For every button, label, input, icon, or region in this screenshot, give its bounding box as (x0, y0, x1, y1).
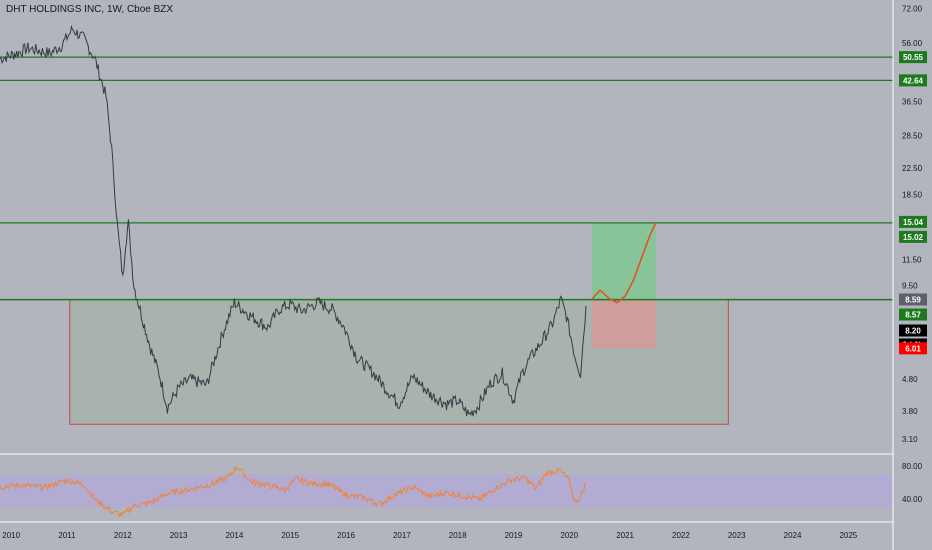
time-tick-label: 2018 (449, 531, 467, 540)
level-tag-42-64-box (899, 74, 927, 87)
price-tick-label: 18.50 (902, 191, 923, 200)
current-price-tag-label: 8.20 (905, 326, 921, 335)
target-zone (591, 222, 656, 300)
rsi-axis[interactable]: 80.00 40.00 (902, 462, 923, 504)
stop-price-tag-label: 6.01 (905, 344, 921, 353)
time-tick-label: 2017 (393, 531, 411, 540)
time-tick-label: 2011 (58, 531, 76, 540)
time-tick-label: 2021 (616, 531, 634, 540)
level-tag-15-04-box (899, 215, 927, 228)
time-tick-label: 2020 (560, 531, 578, 540)
level-tag-42-64-label: 42.64 (903, 76, 924, 85)
time-tick-label: 2025 (839, 531, 857, 540)
zones-layer (69, 222, 729, 425)
rsi-tick-label: 40.00 (902, 495, 923, 504)
time-tick-label: 2022 (672, 531, 690, 540)
price-tick-label: 36.50 (902, 98, 923, 107)
price-layer (0, 24, 657, 417)
level-tag-8-57-label: 8.57 (905, 310, 921, 319)
time-tick-label: 2012 (114, 531, 132, 540)
level-tag-8-59-label: 8.59 (905, 295, 921, 304)
stop-price-tag-box (899, 342, 927, 355)
time-tick-label: 2019 (505, 531, 523, 540)
price-tick-label: 3.80 (902, 407, 918, 416)
level-tag-50-55-box (899, 51, 927, 64)
time-tick-label: 2015 (281, 531, 299, 540)
price-tick-label: 56.00 (902, 39, 923, 48)
rsi-band (0, 474, 893, 508)
time-axis[interactable]: 2010 2011 2012 2013 2014 2015 2016 2017 2018 2019… (2, 531, 858, 540)
time-tick-label: 2024 (784, 531, 802, 540)
levels-layer (0, 56, 893, 301)
time-tick-label: 2016 (337, 531, 355, 540)
price-tick-label: 22.50 (902, 164, 923, 173)
projection-curve (591, 222, 657, 304)
current-price-tag-box (899, 324, 927, 337)
rsi-tick-label: 80.00 (902, 462, 923, 471)
price-tick-label: 72.00 (902, 5, 923, 14)
level-tag-50-55-label: 50.55 (903, 53, 924, 62)
time-tick-label: 2014 (226, 531, 244, 540)
level-tag-15-02-label: 15.02 (903, 233, 924, 242)
time-tick-label: 2013 (170, 531, 188, 540)
level-tag-8-59-box (899, 293, 927, 306)
rsi-series (0, 465, 587, 519)
level-tag-8-57-box (899, 308, 927, 321)
level-tag-15-02-box (899, 230, 927, 243)
time-tick-label: 2010 (2, 531, 20, 540)
price-series (0, 24, 587, 417)
stop-zone (591, 299, 656, 349)
price-tick-label: 3.10 (902, 435, 918, 444)
price-tick-label: 28.50 (902, 131, 923, 140)
price-tick-label: 9.50 (902, 282, 918, 291)
time-tick-label: 2023 (728, 531, 746, 540)
level-tag-15-04-label: 15.04 (903, 218, 924, 227)
rsi-layer (0, 465, 893, 519)
price-tick-label: 11.50 (902, 256, 922, 265)
price-tick-label: 4.80 (902, 375, 918, 384)
chart-title: DHT HOLDINGS INC, 1W, Cboe BZX (6, 4, 174, 15)
